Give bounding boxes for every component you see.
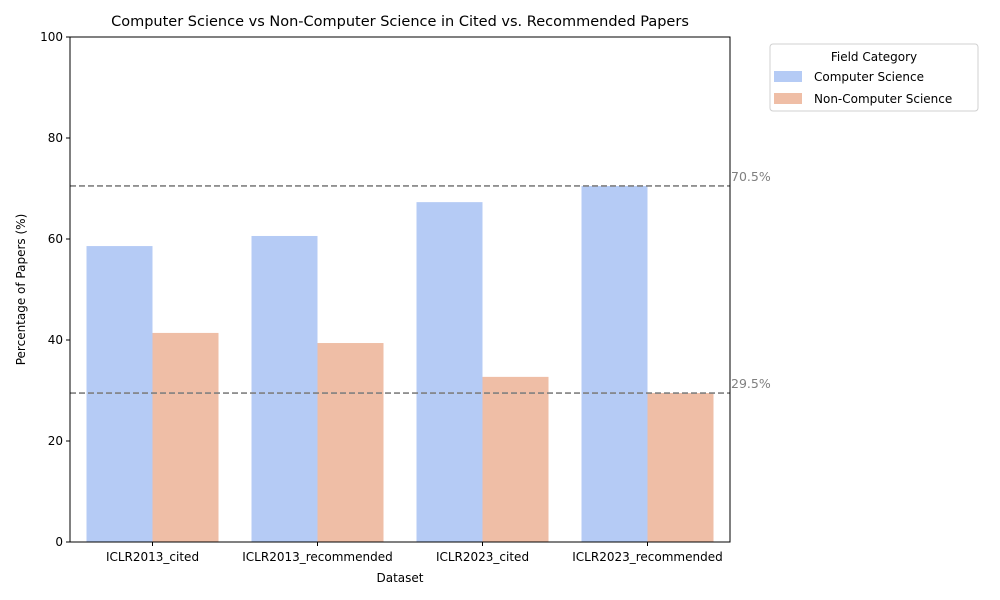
reference-lines: 70.5% 29.5% (70, 169, 771, 394)
x-tick-label: ICLR2023_recommended (572, 550, 722, 564)
y-axis-label: Percentage of Papers (%) (14, 214, 28, 366)
chart-title: Computer Science vs Non-Computer Science… (111, 14, 689, 30)
reference-line-label-1: 29.5% (731, 376, 771, 391)
bar-non-cs-iclr2023-recommended (647, 393, 714, 542)
legend-entry-0: Computer Science (814, 70, 924, 84)
x-tick-label: ICLR2013_recommended (242, 550, 392, 564)
legend-title: Field Category (831, 50, 917, 64)
bar-cs-iclr2013-cited (86, 246, 153, 542)
x-tick-label: ICLR2023_cited (436, 550, 529, 564)
bar-non-cs-iclr2013-cited (152, 332, 219, 542)
y-tick-label: 0 (55, 535, 63, 549)
axes: 0 20 40 60 80 100 ICLR2013_cited ICLR2013_recom… (40, 30, 731, 564)
legend-swatch-0 (774, 71, 802, 82)
y-tick-label: 100 (40, 30, 63, 44)
legend-swatch-1 (774, 93, 802, 104)
bar-cs-iclr2013-recommended (251, 235, 318, 542)
x-tick-label: ICLR2013_cited (106, 550, 199, 564)
x-axis-label: Dataset (377, 571, 424, 585)
y-tick-label: 60 (48, 232, 63, 246)
legend-entry-1: Non-Computer Science (814, 92, 952, 106)
y-tick-label: 20 (48, 434, 63, 448)
reference-line-label-0: 70.5% (731, 169, 771, 184)
bar-cs-iclr2023-recommended (581, 185, 648, 543)
plot-frame (69, 36, 731, 543)
bar-cs-iclr2023-cited (416, 202, 483, 542)
bar-non-cs-iclr2013-recommended (317, 343, 384, 542)
y-tick-label: 80 (48, 131, 63, 145)
legend-frame (769, 43, 979, 112)
y-tick-label: 40 (48, 333, 63, 347)
bars-group (86, 185, 714, 543)
bar-non-cs-iclr2023-cited (482, 376, 549, 542)
legend: Field Category Computer Science Non-Compu… (769, 43, 979, 112)
